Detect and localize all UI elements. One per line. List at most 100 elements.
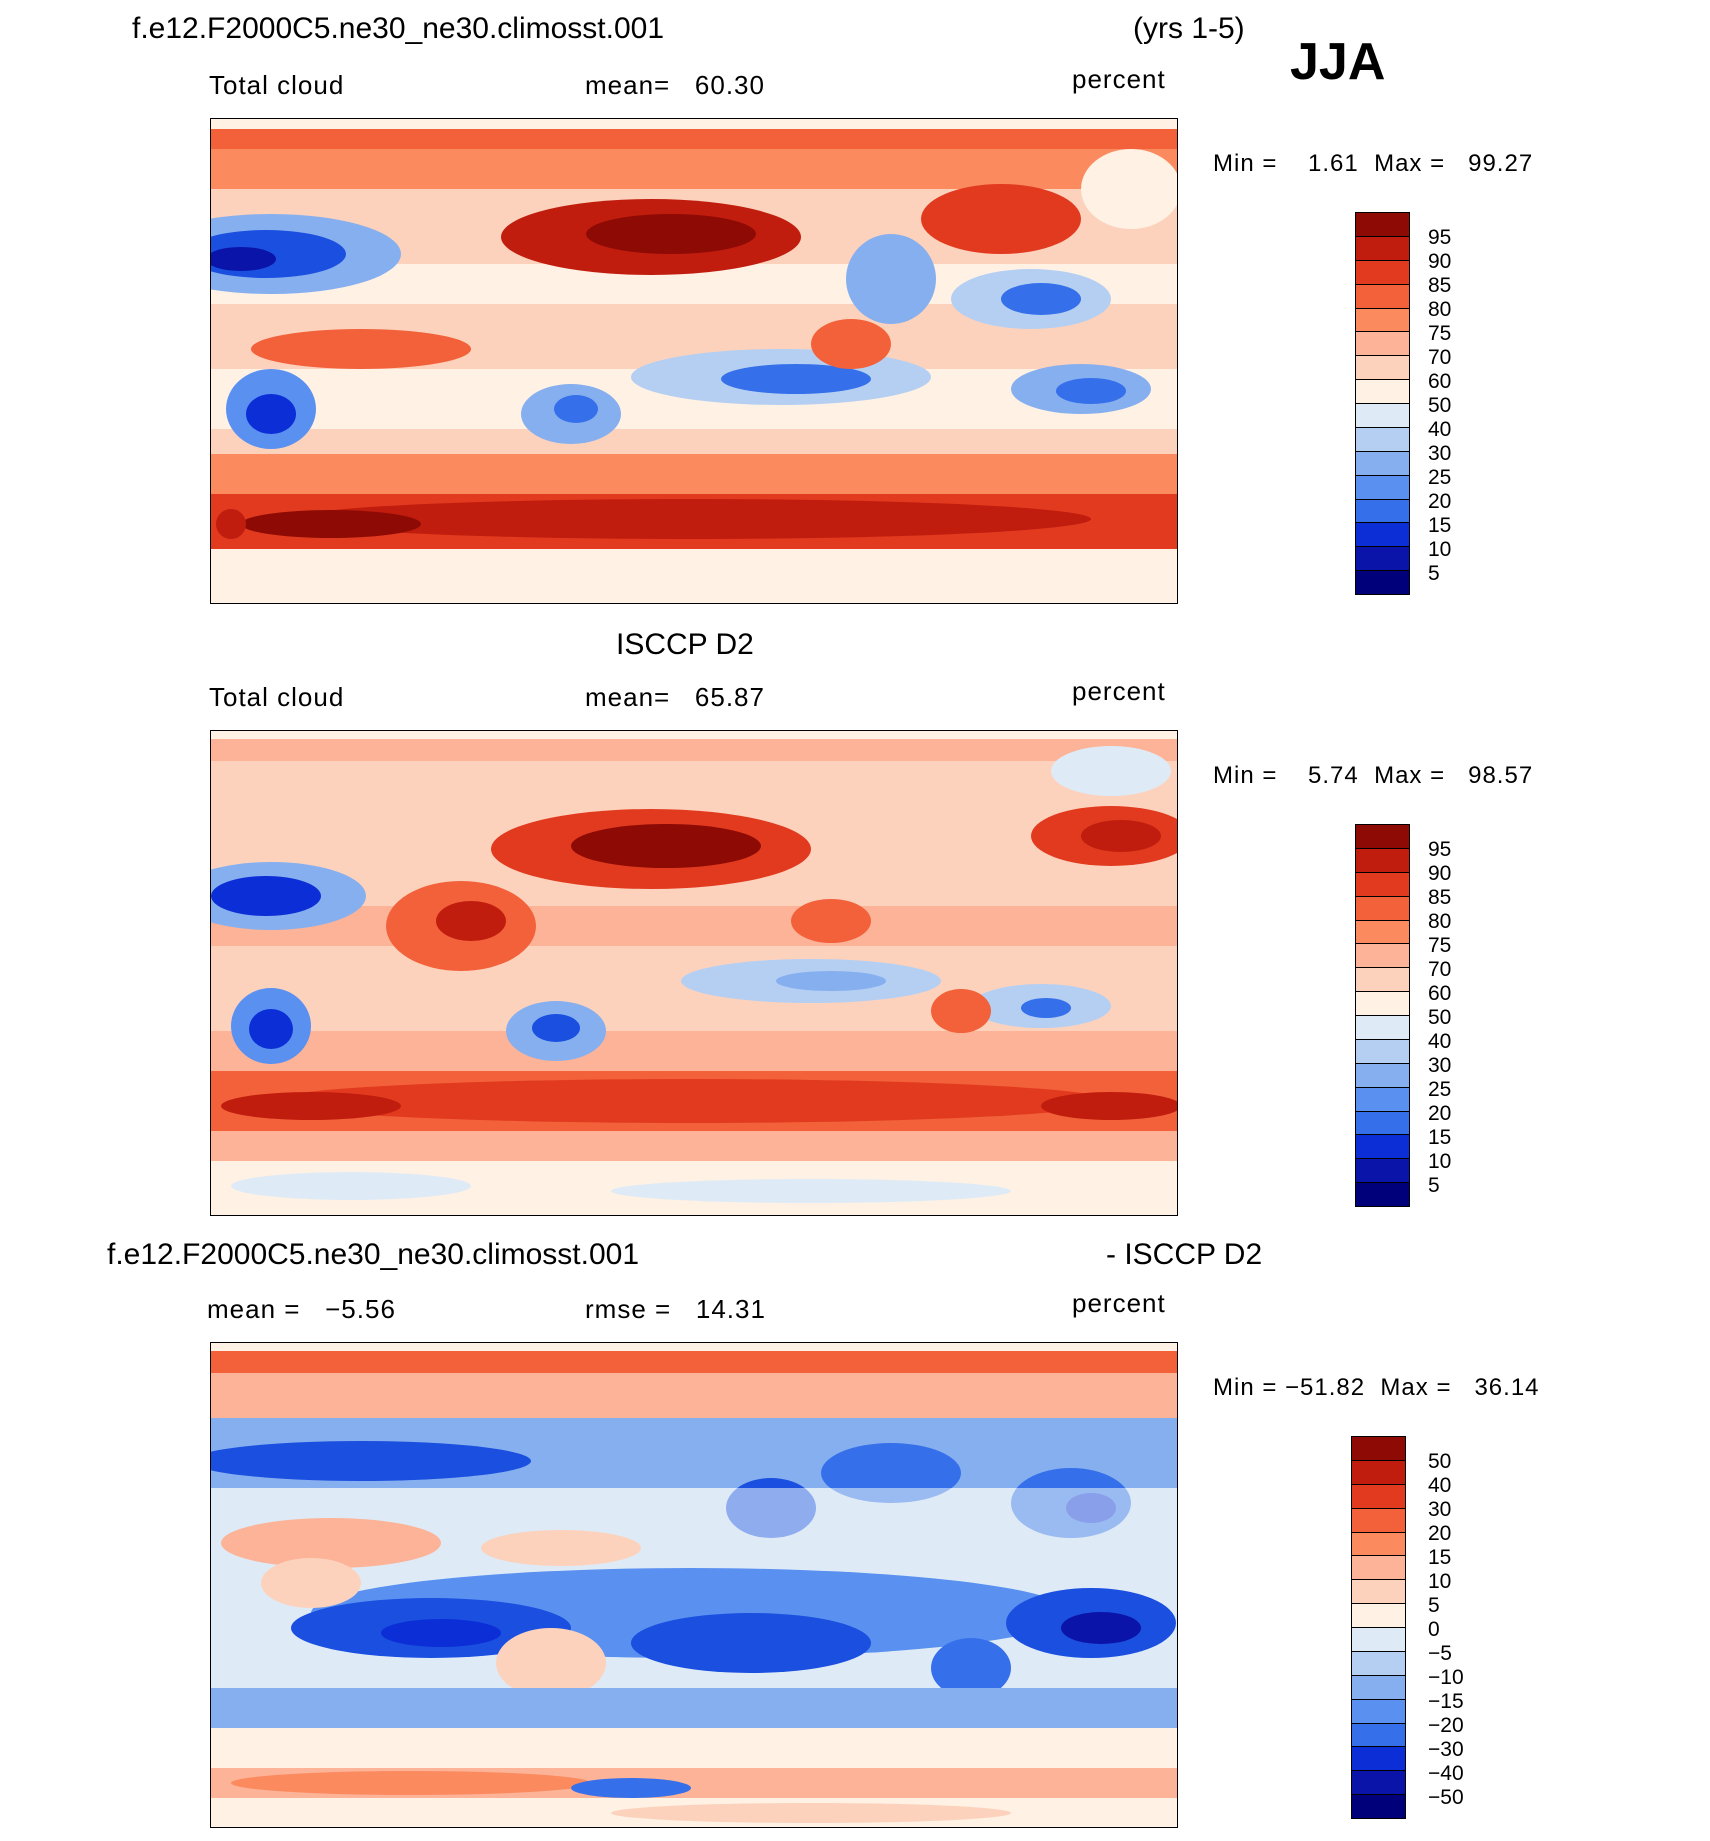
legend-label: 5 [1428,1594,1440,1617]
legend-label: −50 [1428,1786,1464,1809]
diff-legend-swatch [1352,1532,1405,1557]
diff-cloud-map [210,1342,1178,1828]
legend-label: −30 [1428,1738,1464,1761]
diff-mean-label: mean = −5.56 [207,1294,396,1324]
legend-label: 90 [1428,862,1452,885]
legend-label: 70 [1428,346,1452,369]
model-legend-swatch [1356,260,1409,285]
diff-legend-swatch [1352,1628,1405,1652]
diff-legend-swatch [1352,1699,1405,1724]
obs-variable-label: Total cloud [209,682,345,712]
legend-label: 40 [1428,1474,1452,1497]
obs-legend-swatch [1356,1063,1409,1088]
model-legend-swatch [1356,380,1409,404]
legend-label: 85 [1428,274,1452,297]
obs-legend-swatch [1356,968,1409,993]
obs-legend-swatch [1356,1183,1409,1206]
legend-label: 40 [1428,1030,1452,1053]
legend-label: 25 [1428,466,1452,489]
legend-label: 50 [1428,1006,1452,1029]
legend-label: 95 [1428,838,1452,861]
diff-legend-swatch [1352,1651,1405,1676]
legend-label: −15 [1428,1690,1464,1713]
obs-mean-label: mean= 65.87 [585,682,765,712]
legend-label: 85 [1428,886,1452,909]
model-variable-label: Total cloud [209,70,345,100]
obs-legend-swatch [1356,1111,1409,1136]
legend-label: 60 [1428,982,1452,1005]
legend-label: 90 [1428,250,1452,273]
legend-label: 30 [1428,442,1452,465]
legend-label: 0 [1428,1618,1440,1641]
model-legend-bar [1355,212,1410,595]
model-legend-swatch [1356,499,1409,524]
obs-legend-swatch [1356,848,1409,873]
legend-label: 40 [1428,418,1452,441]
model-legend-swatch [1356,475,1409,500]
obs-legend-bar [1355,824,1410,1207]
model-legend-swatch [1356,571,1409,594]
obs-minmax: Min = 5.74 Max = 98.57 [1213,762,1534,789]
diff-legend-swatch [1352,1460,1405,1485]
diff-legend-swatch [1352,1484,1405,1509]
obs-legend-swatch [1356,920,1409,945]
model-minmax: Min = 1.61 Max = 99.27 [1213,150,1534,177]
diff-legend-swatch [1352,1723,1405,1748]
diff-units-label: percent [1072,1288,1166,1318]
legend-label: 15 [1428,1126,1452,1149]
legend-label: 75 [1428,322,1452,345]
legend-label: 30 [1428,1498,1452,1521]
model-case-title: f.e12.F2000C5.ne30_ne30.climosst.001 [132,12,665,45]
legend-label: 30 [1428,1054,1452,1077]
obs-legend-swatch [1356,992,1409,1016]
legend-label: 10 [1428,1150,1452,1173]
obs-legend-swatch [1356,1016,1409,1040]
legend-label: 20 [1428,490,1452,513]
legend-label: 20 [1428,1522,1452,1545]
legend-label: 10 [1428,538,1452,561]
model-legend-swatch [1356,427,1409,452]
model-legend-swatch [1356,236,1409,261]
diff-minus-label: - ISCCP D2 [1106,1238,1263,1271]
model-legend-swatch [1356,451,1409,476]
model-cloud-map [210,118,1178,604]
diff-legend-swatch [1352,1580,1405,1605]
diff-legend-swatch [1352,1795,1405,1818]
diff-legend-swatch [1352,1675,1405,1700]
model-units-label: percent [1072,64,1166,94]
years-label: (yrs 1-5) [1133,12,1245,45]
obs-legend-swatch [1356,896,1409,921]
legend-label: −10 [1428,1666,1464,1689]
legend-label: −5 [1428,1642,1452,1665]
model-legend-swatch [1356,308,1409,333]
diff-rmse-label: rmse = 14.31 [585,1294,766,1324]
legend-label: −40 [1428,1762,1464,1785]
legend-label: 60 [1428,370,1452,393]
obs-legend-swatch [1356,944,1409,969]
obs-title: ISCCP D2 [616,628,754,661]
model-legend-swatch [1356,523,1409,548]
diff-legend-swatch [1352,1437,1405,1461]
model-mean-label: mean= 60.30 [585,70,765,100]
legend-label: 75 [1428,934,1452,957]
obs-legend-swatch [1356,1087,1409,1112]
legend-label: 5 [1428,1174,1440,1197]
season-label: JJA [1290,33,1386,91]
obs-legend-swatch [1356,825,1409,849]
legend-label: 80 [1428,298,1452,321]
legend-label: 15 [1428,514,1452,537]
obs-legend-swatch [1356,1159,1409,1184]
obs-legend-swatch [1356,872,1409,897]
legend-label: 5 [1428,562,1440,585]
model-legend-swatch [1356,404,1409,428]
obs-legend-swatch [1356,1135,1409,1160]
obs-units-label: percent [1072,676,1166,706]
model-legend-swatch [1356,547,1409,572]
diff-case-title: f.e12.F2000C5.ne30_ne30.climosst.001 [107,1238,640,1271]
diff-legend-swatch [1352,1508,1405,1533]
diff-legend-bar [1351,1436,1406,1819]
legend-label: 10 [1428,1570,1452,1593]
obs-legend-swatch [1356,1039,1409,1064]
diff-minmax: Min = −51.82 Max = 36.14 [1213,1374,1540,1401]
diff-legend-swatch [1352,1556,1405,1581]
